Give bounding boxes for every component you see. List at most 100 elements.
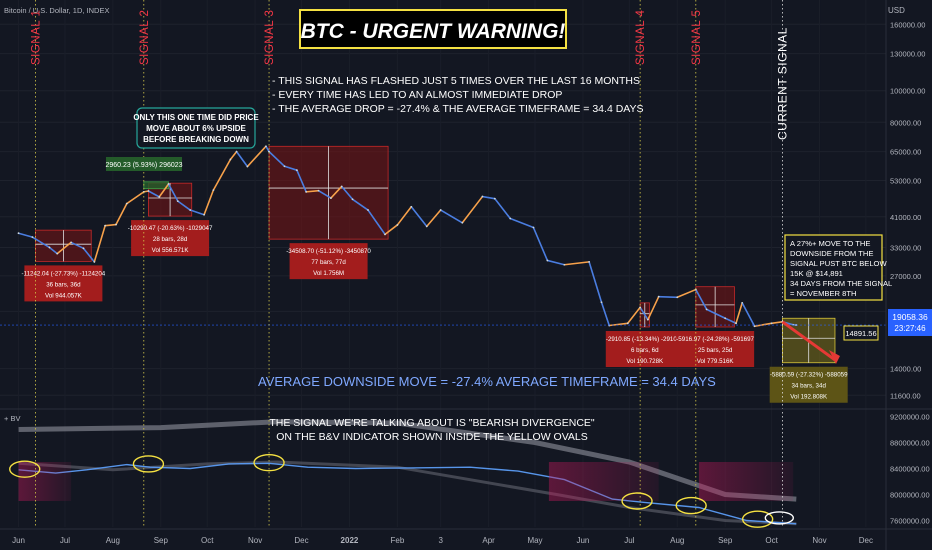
price-segment	[626, 306, 641, 325]
time-tick-label: 2022	[341, 536, 359, 545]
current-callout-box	[784, 234, 883, 301]
price-point	[329, 197, 332, 199]
measure-label-box	[605, 330, 684, 367]
price-segment	[384, 224, 399, 236]
price-segment	[93, 224, 106, 263]
current-callout-line-3: SIGNAL PUST BTC BELOW	[790, 259, 887, 268]
price-segment	[158, 183, 170, 198]
projection-arrowhead	[828, 349, 840, 364]
price-tick-label: 14000.00	[890, 365, 921, 374]
price-tick-label: 27000.00	[890, 272, 921, 281]
price-segment	[70, 241, 85, 250]
price-segment	[639, 306, 649, 321]
price-segment	[115, 202, 128, 226]
measure-label-line: Vol 556.571K	[152, 247, 190, 254]
price-point	[70, 241, 73, 244]
price-point	[158, 195, 161, 198]
indicator-band_lower	[18, 460, 797, 526]
price-point	[317, 189, 320, 192]
projection-arrow	[781, 320, 836, 362]
signal2-callout-box	[136, 107, 256, 149]
signal-label-6: CURRENT SIGNAL	[775, 27, 789, 140]
current-divergence-oval	[764, 511, 795, 525]
time-tick-label: Nov	[812, 536, 826, 545]
countdown: 23:27:46	[894, 324, 926, 333]
price-tick-label: 41000.00	[890, 213, 921, 222]
measure-label-line: -10290.47 (-20.63%) -1029047	[128, 225, 213, 232]
upside-label-box	[106, 157, 182, 171]
indicator-tick-label: 8000000.00	[890, 491, 930, 500]
divergence-oval-4	[621, 492, 653, 510]
price-point	[340, 185, 343, 188]
price-segment	[410, 205, 428, 228]
time-tick-label: May	[527, 536, 542, 545]
price-segment	[82, 247, 96, 263]
measure-label-line: -11242.04 (-27.73%) -1124204	[22, 270, 106, 277]
price-point	[588, 260, 591, 263]
current-price: 19058.36	[892, 312, 928, 322]
price-point	[283, 165, 286, 168]
time-tick-label: Oct	[201, 536, 214, 545]
measure-label-line: -2910.85 (-13.34%) -291085	[606, 336, 684, 343]
signal2-callout-line-2: MOVE ABOUT 6% UPSIDE	[146, 124, 246, 133]
price-segment	[588, 261, 603, 304]
indicator-tick-label: 9200000.00	[890, 413, 930, 422]
price-point	[741, 301, 744, 304]
price-point	[770, 322, 773, 325]
current-price-tag	[888, 309, 932, 336]
current-callout-line-6: = NOVEMBER 8TH	[790, 289, 856, 298]
price-point	[367, 209, 369, 211]
price-point	[189, 209, 192, 211]
measure-label-line: 36 bars, 36d	[46, 281, 81, 288]
price-segment	[31, 236, 51, 249]
price-point	[439, 209, 442, 211]
time-tick-label: Apr	[482, 536, 495, 545]
measure-label-box	[24, 265, 103, 302]
price-point	[563, 263, 566, 266]
price-point	[147, 190, 150, 192]
measure-label-line: -5916.97 (-24.28%) -591697	[676, 336, 754, 343]
time-tick-label: 3	[438, 536, 443, 545]
time-tick-label: Oct	[765, 536, 778, 545]
price-point	[724, 317, 727, 320]
price-point	[104, 224, 107, 227]
price-point	[657, 295, 660, 298]
price-segment	[600, 301, 611, 327]
price-point	[425, 225, 428, 228]
target-price: 14891.56	[845, 329, 876, 338]
time-tick-label: Jun	[12, 536, 25, 545]
price-point	[203, 213, 206, 216]
measure-label-line: Vol 192.808K	[790, 394, 828, 401]
time-tick-label: Jun	[576, 536, 589, 545]
price-point	[735, 322, 737, 325]
price-segment	[753, 322, 773, 328]
price-segment	[296, 169, 307, 193]
time-tick-label: Sep	[718, 536, 733, 545]
time-tick-label: Nov	[248, 536, 262, 545]
signal2-callout-line-1: ONLY THIS ONE TIME DID PRICE	[133, 113, 259, 122]
divergence-fill	[18, 462, 72, 501]
price-point	[481, 195, 484, 198]
price-point	[246, 165, 249, 168]
current-callout-line-1: A 27%+ MOVE TO THE	[790, 239, 870, 248]
price-segment	[167, 183, 179, 202]
price-point	[142, 190, 145, 193]
signal2-callout-line-3: BEFORE BREAKING DOWN	[143, 135, 249, 144]
indicator-bv	[18, 462, 797, 525]
price-segment	[177, 200, 191, 211]
price-point	[493, 197, 496, 200]
price-segment	[268, 150, 286, 168]
price-segment	[647, 295, 660, 321]
measure-label-line: 6 bars, 6d	[631, 347, 659, 354]
price-point	[461, 221, 464, 224]
price-point	[705, 308, 708, 311]
indicator-tick-label: 8800000.00	[890, 439, 930, 448]
price-point	[93, 260, 96, 263]
measure-box-3[interactable]	[143, 181, 169, 190]
divergence-fill	[698, 462, 794, 501]
measure-label-line: Vol 944.057K	[45, 292, 83, 299]
divergence-oval-6	[741, 510, 774, 528]
measure-label-line: 77 bars, 77d	[311, 259, 346, 266]
